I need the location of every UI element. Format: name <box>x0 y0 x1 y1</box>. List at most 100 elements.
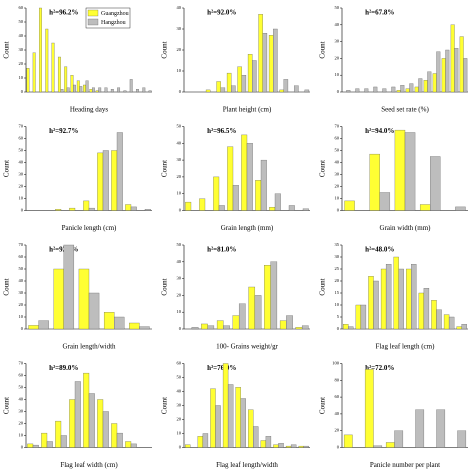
x-axis-label: Flag leaf length (cm) <box>376 343 436 351</box>
bar <box>369 153 380 211</box>
y-tick-label: 40 <box>335 411 340 416</box>
bar <box>205 89 211 93</box>
annotation: h²=89.0% <box>49 364 78 372</box>
bar <box>260 159 267 211</box>
y-tick-label: 20 <box>335 278 340 283</box>
bar <box>373 280 379 330</box>
bar <box>414 86 419 93</box>
y-tick-label: 10 <box>335 196 340 201</box>
y-tick-label: 50 <box>335 5 340 10</box>
x-axis-label: Plant height (cm) <box>223 106 272 114</box>
bar <box>92 87 95 93</box>
bar <box>238 303 246 330</box>
annotation: h²=72.0% <box>365 364 394 372</box>
bar <box>240 398 246 448</box>
y-tick-label: 70 <box>19 124 24 129</box>
annotation: h²=96.2% <box>49 9 78 17</box>
bar <box>448 316 455 330</box>
y-axis-label: Count <box>319 41 327 58</box>
bar <box>130 443 137 448</box>
y-tick-label: 60 <box>335 136 340 141</box>
y-tick-label: 50 <box>19 266 24 271</box>
bar <box>26 68 30 93</box>
bar <box>235 387 241 448</box>
bar <box>222 363 229 448</box>
y-tick-label: 0 <box>179 89 182 94</box>
bar <box>411 264 417 330</box>
bar <box>252 60 257 93</box>
bar <box>461 324 467 330</box>
y-tick-label: 10 <box>177 68 182 73</box>
y-axis-label: Count <box>161 160 169 177</box>
bar <box>409 83 414 93</box>
y-axis-label: Count <box>3 41 11 58</box>
bar <box>201 323 208 330</box>
y-tick-label: 30 <box>177 403 182 408</box>
bar <box>227 146 234 211</box>
bar <box>346 90 351 93</box>
y-tick-label: 0 <box>21 326 24 331</box>
bar <box>260 440 267 448</box>
bar <box>394 129 406 211</box>
annotation: h²=76.0% <box>207 364 236 372</box>
bar <box>344 200 355 211</box>
bar <box>53 268 64 330</box>
y-tick-label: 0 <box>179 445 182 450</box>
y-tick-label: 60 <box>19 254 24 259</box>
bar <box>28 325 39 330</box>
bar <box>111 423 118 448</box>
bar <box>436 409 446 448</box>
bar <box>441 58 446 93</box>
bar <box>144 209 151 211</box>
y-tick-label: 30 <box>177 276 182 281</box>
y-tick-label: 10 <box>19 75 24 80</box>
bar <box>79 86 83 93</box>
y-tick-label: 0 <box>337 445 340 450</box>
bar <box>237 66 242 93</box>
bar <box>265 436 272 448</box>
y-tick-label: 40 <box>177 5 182 10</box>
bar <box>454 48 459 93</box>
y-tick-label: 0 <box>179 208 182 213</box>
bar <box>102 411 109 448</box>
bar <box>459 36 464 93</box>
bar <box>343 324 349 330</box>
y-tick-label: 40 <box>335 22 340 27</box>
bar <box>66 87 70 93</box>
y-tick-label: 20 <box>19 421 24 426</box>
legend-label: Hangzhou <box>101 20 126 26</box>
bar <box>83 200 90 211</box>
bar <box>286 315 293 330</box>
bar <box>405 88 410 93</box>
y-axis-label: Count <box>3 160 11 177</box>
bar <box>380 268 387 330</box>
bar <box>455 206 466 211</box>
y-tick-label: 70 <box>335 124 340 129</box>
y-tick-label: 40 <box>177 259 182 264</box>
bar <box>89 89 93 93</box>
bar <box>27 443 34 448</box>
y-tick-label: 50 <box>177 242 182 247</box>
y-tick-label: 30 <box>19 290 24 295</box>
bar <box>385 264 392 330</box>
bar <box>241 75 247 93</box>
y-tick-label: 20 <box>177 292 182 297</box>
bar <box>220 87 226 93</box>
bar <box>232 315 240 330</box>
annotation: h²=96.5% <box>207 127 236 135</box>
y-axis-label: Count <box>161 278 169 295</box>
y-tick-label: 20 <box>177 174 182 179</box>
y-tick-label: 50 <box>177 124 182 129</box>
y-tick-label: 20 <box>177 417 182 422</box>
bar <box>199 198 206 211</box>
bar <box>116 432 123 448</box>
bar <box>278 443 284 448</box>
x-axis-label: Panicle number per plant <box>370 461 440 469</box>
bar <box>74 381 81 448</box>
bar <box>38 320 49 330</box>
bar <box>142 87 146 93</box>
bar <box>210 388 216 448</box>
y-tick-label: 40 <box>177 389 182 394</box>
bar <box>85 80 89 93</box>
y-tick-label: 10 <box>177 191 182 196</box>
